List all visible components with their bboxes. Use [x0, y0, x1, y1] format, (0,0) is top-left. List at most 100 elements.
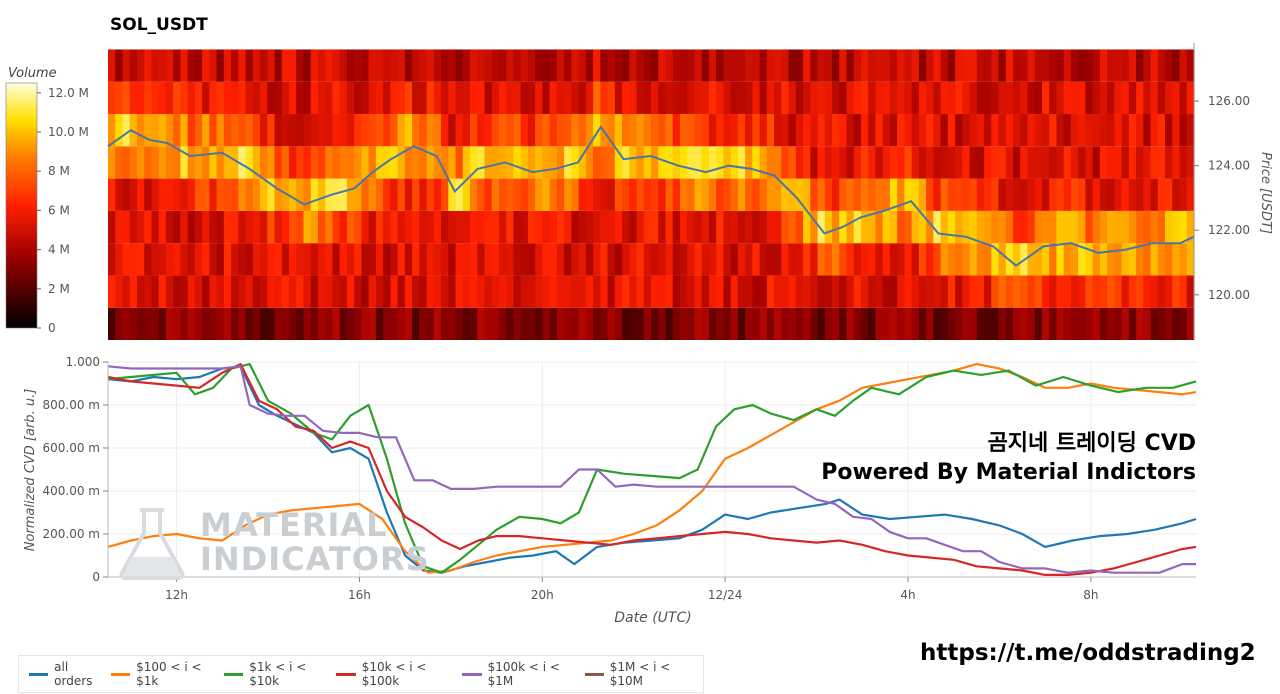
heatmap-cell: [491, 178, 500, 211]
heatmap-cell: [498, 49, 507, 82]
heatmap-cell: [708, 81, 717, 115]
legend-label: $10k < i < $100k: [361, 660, 427, 688]
heatmap-cell: [745, 243, 753, 276]
heatmap-cell: [1078, 146, 1086, 179]
heatmap-cell: [165, 210, 174, 244]
heatmap-cell: [433, 210, 442, 244]
heatmap-cell: [281, 49, 290, 82]
cvd-y-tick-label: 400.00 m: [43, 484, 101, 498]
heatmap-cell: [926, 275, 934, 308]
legend-item-10k-100k[interactable]: $10k < i < $100k: [336, 660, 454, 688]
heatmap-cell: [571, 49, 580, 82]
heatmap-cell: [556, 114, 565, 147]
heatmap-cell: [260, 49, 268, 82]
heatmap-cell: [419, 146, 428, 179]
heatmap-cell: [564, 210, 572, 244]
heatmap-cell: [868, 114, 877, 147]
heatmap-cell: [368, 114, 377, 147]
heatmap-cell: [636, 307, 645, 340]
heatmap-cell: [889, 81, 898, 115]
heatmap-cell: [716, 146, 724, 179]
heatmap-cell: [643, 210, 652, 244]
heatmap-cell: [310, 81, 319, 115]
heatmap-cell: [462, 81, 471, 115]
heatmap-cell: [354, 210, 362, 244]
heatmap-cell: [455, 178, 464, 211]
heatmap-cell: [795, 49, 804, 82]
legend-item-100k-1m[interactable]: $100k < i < $1M: [462, 660, 576, 688]
heatmap-cell: [231, 49, 239, 82]
heatmap-cell: [419, 275, 428, 308]
heatmap-cell: [506, 114, 515, 147]
heatmap-cell: [860, 114, 869, 147]
heatmap-cell: [947, 307, 956, 340]
heatmap-cell: [578, 114, 587, 147]
heatmap-cell: [694, 81, 703, 115]
cvd-x-ticks: 12h 16h 20h 12/24 4h 8h: [165, 577, 1098, 602]
heatmap-cell: [766, 49, 775, 82]
heatmap-cell: [984, 49, 992, 82]
legend-swatch-1m-10m: [584, 672, 604, 676]
heatmap-cell: [904, 49, 913, 82]
heatmap-cell: [651, 307, 659, 340]
heatmap-cell: [622, 243, 630, 276]
heatmap-cell: [542, 146, 551, 179]
heatmap-cell: [846, 81, 855, 115]
heatmap-cell: [441, 146, 449, 179]
heatmap-cell: [897, 178, 905, 211]
heatmap-cell: [839, 307, 848, 340]
heatmap-cell: [296, 114, 305, 147]
heatmap-cell: [571, 275, 580, 308]
heatmap-cell: [1107, 146, 1115, 179]
heatmap-cell: [303, 307, 312, 340]
overlay-subtitle: Powered By Material Indictors: [821, 460, 1196, 485]
telegram-link[interactable]: https://t.me/oddstrading2: [920, 640, 1256, 666]
colorbar-ticks: 12.0 M 10.0 M 8 M 6 M 4 M 2 M 0: [37, 86, 89, 335]
heatmap-cell: [1179, 243, 1188, 276]
legend-item-100-1k[interactable]: $100 < i < $1k: [110, 660, 216, 688]
heatmap-cell: [1143, 210, 1152, 244]
heatmap-cell: [781, 114, 790, 147]
heatmap-cell: [730, 275, 739, 308]
heatmap-cell: [578, 243, 587, 276]
heatmap-cell: [904, 81, 913, 115]
heatmap-cell: [448, 81, 457, 115]
heatmap-cell: [1049, 146, 1058, 179]
heatmap-cell: [593, 275, 601, 308]
legend-item-all-orders[interactable]: all orders: [29, 660, 103, 688]
heatmap-cell: [1121, 210, 1130, 244]
heatmap-cell: [484, 243, 493, 276]
heatmap-cell: [629, 275, 638, 308]
heatmap-cell: [245, 81, 254, 115]
heatmap-cell: [984, 146, 992, 179]
heatmap-cell: [122, 178, 131, 211]
heatmap-cell: [1092, 81, 1101, 115]
heatmap-cell: [1157, 275, 1166, 308]
heatmap-cell: [824, 81, 833, 115]
heatmap-cell: [289, 146, 297, 179]
heatmap-cell: [585, 307, 594, 340]
legend-item-1m-10m[interactable]: $1M < i < $10M: [584, 660, 695, 688]
heatmap-cell: [991, 178, 1000, 211]
heatmap-cell: [317, 210, 326, 244]
heatmap-cell: [687, 146, 696, 179]
heatmap-cell: [267, 243, 276, 276]
heatmap-cell: [832, 178, 840, 211]
heatmap-cell: [520, 114, 529, 147]
heatmap-cell: [882, 243, 891, 276]
heatmap-cell: [600, 146, 609, 179]
heatmap-cell: [810, 307, 819, 340]
heatmap-cell: [1013, 243, 1021, 276]
heatmap-cell: [926, 114, 934, 147]
heatmap-cell: [1128, 178, 1137, 211]
heatmap-cell: [419, 81, 428, 115]
heatmap-cell: [600, 210, 609, 244]
heatmap-cell: [1078, 210, 1086, 244]
legend-label: all orders: [54, 660, 93, 688]
heatmap-cell: [1186, 307, 1195, 340]
legend-item-1k-10k[interactable]: $1k < i < $10k: [224, 660, 328, 688]
heatmap-cell: [180, 146, 189, 179]
heatmap-cell: [361, 49, 370, 82]
heatmap-cell: [527, 275, 536, 308]
colorbar-tick-label: 10.0 M: [48, 125, 89, 139]
